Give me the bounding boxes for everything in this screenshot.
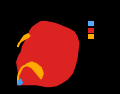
Polygon shape: [18, 79, 22, 85]
Polygon shape: [17, 22, 79, 86]
Bar: [88, 28, 94, 33]
Polygon shape: [18, 34, 30, 47]
Bar: [88, 21, 94, 26]
Bar: [88, 34, 94, 39]
Polygon shape: [18, 62, 43, 85]
